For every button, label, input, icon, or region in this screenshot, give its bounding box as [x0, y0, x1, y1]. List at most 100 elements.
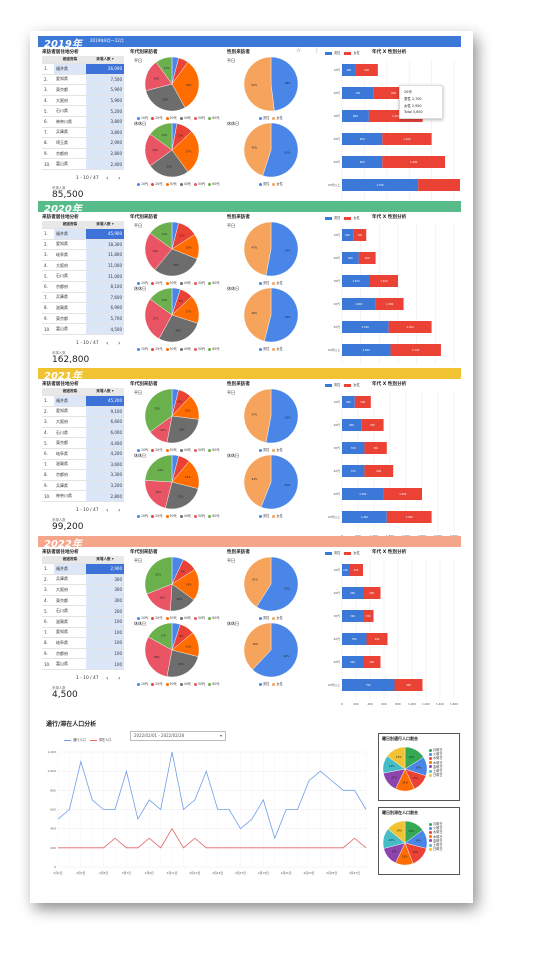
- prev-page-button[interactable]: ‹: [106, 340, 109, 347]
- table-row[interactable]: 4. 東京都 300: [42, 595, 124, 607]
- table-row[interactable]: 1. 福井県 45,200: [42, 395, 124, 407]
- rank-cell: 8.: [42, 637, 54, 649]
- total-label: 来場人数: [52, 686, 66, 690]
- female-value-label: 400: [406, 683, 411, 687]
- age-weekday-slice: [149, 221, 173, 250]
- table-row[interactable]: 7. 兵庫県 3,800: [42, 127, 124, 139]
- age-weekday-slice-label: 10%: [164, 66, 170, 70]
- table-row[interactable]: 8. 埼玉県 2,900: [42, 137, 124, 149]
- age-legend: 10代 20代 30代 40代 50代 60代: [134, 346, 220, 351]
- table-row[interactable]: 3. 大阪府 300: [42, 584, 124, 596]
- table-row[interactable]: 1. 福井県 26,000: [42, 63, 124, 75]
- age-holiday-slice-label: 30%: [154, 655, 160, 659]
- male-value-label: 400: [346, 400, 351, 404]
- y-category-label: 60代以上: [328, 348, 340, 352]
- prev-page-button[interactable]: ‹: [106, 675, 109, 682]
- table-row[interactable]: 4. 大阪府 11,000: [42, 260, 124, 272]
- age-weekday-pie: 8% 15% 26% 12% 35%: [144, 388, 200, 444]
- table-row[interactable]: 10. 富山県 2,400: [42, 158, 124, 170]
- holiday-label: 休休日: [134, 453, 146, 458]
- table-row[interactable]: 5. 東京都 4,400: [42, 437, 124, 449]
- visitors-col-header[interactable]: 来場人数 ▾: [86, 56, 124, 64]
- table-row[interactable]: 1. 福井県 45,900: [42, 228, 124, 240]
- table-row[interactable]: 10. 神奈川県 2,800: [42, 490, 124, 502]
- legend-label: 60代: [212, 281, 220, 285]
- prefecture-cell: 京都府: [54, 281, 86, 293]
- table-row[interactable]: 2. 愛知県 7,500: [42, 74, 124, 86]
- table-row[interactable]: 10. 富山県 4,500: [42, 323, 124, 335]
- next-page-button[interactable]: ›: [118, 507, 121, 514]
- age-legend: 10代 20代 30代 40代 50代 60代: [134, 447, 220, 452]
- rank-col-header: [42, 221, 54, 229]
- table-row[interactable]: 4. 大阪府 5,900: [42, 95, 124, 107]
- rank-cell: 9.: [42, 648, 54, 660]
- table-row[interactable]: 8. 滋賀県 6,900: [42, 302, 124, 314]
- age-pie-title: 年代別来訪者: [130, 50, 158, 55]
- table-row[interactable]: 9. 京都府 100: [42, 648, 124, 660]
- table-row[interactable]: 3. 岐阜県 11,800: [42, 249, 124, 261]
- next-page-button[interactable]: ›: [118, 340, 121, 347]
- visitors-cell: 300: [86, 584, 124, 596]
- table-row[interactable]: 3. 東京都 5,900: [42, 84, 124, 96]
- table-row[interactable]: 2. 兵庫県 300: [42, 574, 124, 586]
- visitors-cell: 6,600: [86, 416, 124, 428]
- age-weekday-slice: [155, 56, 173, 85]
- weekday-stay-pie: 15% 14% 15% 13% 14% 15% 14%: [382, 820, 428, 866]
- table-row[interactable]: 8. 岐阜県 100: [42, 637, 124, 649]
- male-value-label: 600: [349, 423, 354, 427]
- table-row[interactable]: 5. 石川県 5,200: [42, 105, 124, 117]
- prev-page-button[interactable]: ‹: [106, 175, 109, 182]
- table-row[interactable]: 7. 兵庫県 7,600: [42, 292, 124, 304]
- gender-weekday-slice-label: 53%: [285, 249, 291, 253]
- date-range-value: 2022/02/01 - 2022/02/28: [134, 733, 185, 738]
- gender-pie-title: 性別来訪者: [227, 382, 250, 387]
- table-row[interactable]: 9. 兵庫県 3,200: [42, 480, 124, 492]
- male-value-label: 900: [360, 137, 365, 141]
- legend-label: 10代: [141, 116, 149, 120]
- table-row[interactable]: 2. 愛知県 9,100: [42, 406, 124, 418]
- next-page-button[interactable]: ›: [118, 175, 121, 182]
- visitors-col-header[interactable]: 来場人数 ▾: [86, 221, 124, 229]
- gender-legend: 男性 女性: [256, 115, 283, 120]
- legend-swatch: [344, 551, 352, 555]
- male-value-label: 300: [350, 591, 355, 595]
- table-row[interactable]: 8. 京都府 3,300: [42, 469, 124, 481]
- legend-dot: [194, 116, 197, 120]
- legend-dot: [429, 847, 432, 851]
- visitors-col-header[interactable]: 来場人数 ▾: [86, 388, 124, 396]
- holiday-label: 休休日: [227, 621, 239, 626]
- male-bar: [342, 252, 359, 264]
- table-row[interactable]: 9. 京都府 2,800: [42, 148, 124, 160]
- table-row[interactable]: 1. 福井県 2,900: [42, 563, 124, 575]
- table-row[interactable]: 2. 愛知県 18,300: [42, 239, 124, 251]
- visitors-col-header[interactable]: 来場人数 ▾: [86, 556, 124, 564]
- table-row[interactable]: 4. 石川県 6,000: [42, 427, 124, 439]
- more-menu-icon[interactable]: ⋮: [314, 47, 320, 54]
- age-weekday-slice: [144, 232, 173, 271]
- table-row[interactable]: 9. 東京都 5,700: [42, 313, 124, 325]
- legend-label: 20代: [155, 281, 163, 285]
- rank-cell: 1.: [42, 395, 54, 407]
- next-page-button[interactable]: ›: [118, 675, 121, 682]
- prev-page-button[interactable]: ‹: [106, 507, 109, 514]
- x-tick-label: 200: [353, 702, 359, 706]
- prefecture-cell: 兵庫県: [54, 292, 86, 304]
- table-row[interactable]: 6. 滋賀県 100: [42, 616, 124, 628]
- table-row[interactable]: 6. 京都府 8,100: [42, 281, 124, 293]
- prefecture-col-header: 都道府県: [54, 221, 86, 229]
- table-row[interactable]: 6. 岐阜県 4,200: [42, 448, 124, 460]
- legend-dot: [137, 448, 140, 452]
- star-icon[interactable]: ☆: [296, 47, 302, 54]
- table-row[interactable]: 7. 愛知県 100: [42, 627, 124, 639]
- table-row[interactable]: 7. 滋賀県 3,600: [42, 459, 124, 471]
- date-range-picker[interactable]: 2022/02/01 - 2022/02/28 ▾: [130, 731, 226, 741]
- male-bar: [342, 564, 349, 576]
- table-row[interactable]: 6. 神奈川県 3,800: [42, 116, 124, 128]
- legend-label: 30代: [169, 448, 177, 452]
- legend-label: 水曜日: [433, 830, 443, 835]
- table-row[interactable]: 5. 石川県 11,000: [42, 270, 124, 282]
- table-row[interactable]: 10. 富山県 100: [42, 658, 124, 670]
- legend-dot: [194, 347, 197, 351]
- table-row[interactable]: 3. 大阪府 6,600: [42, 416, 124, 428]
- table-row[interactable]: 5. 石川県 200: [42, 605, 124, 617]
